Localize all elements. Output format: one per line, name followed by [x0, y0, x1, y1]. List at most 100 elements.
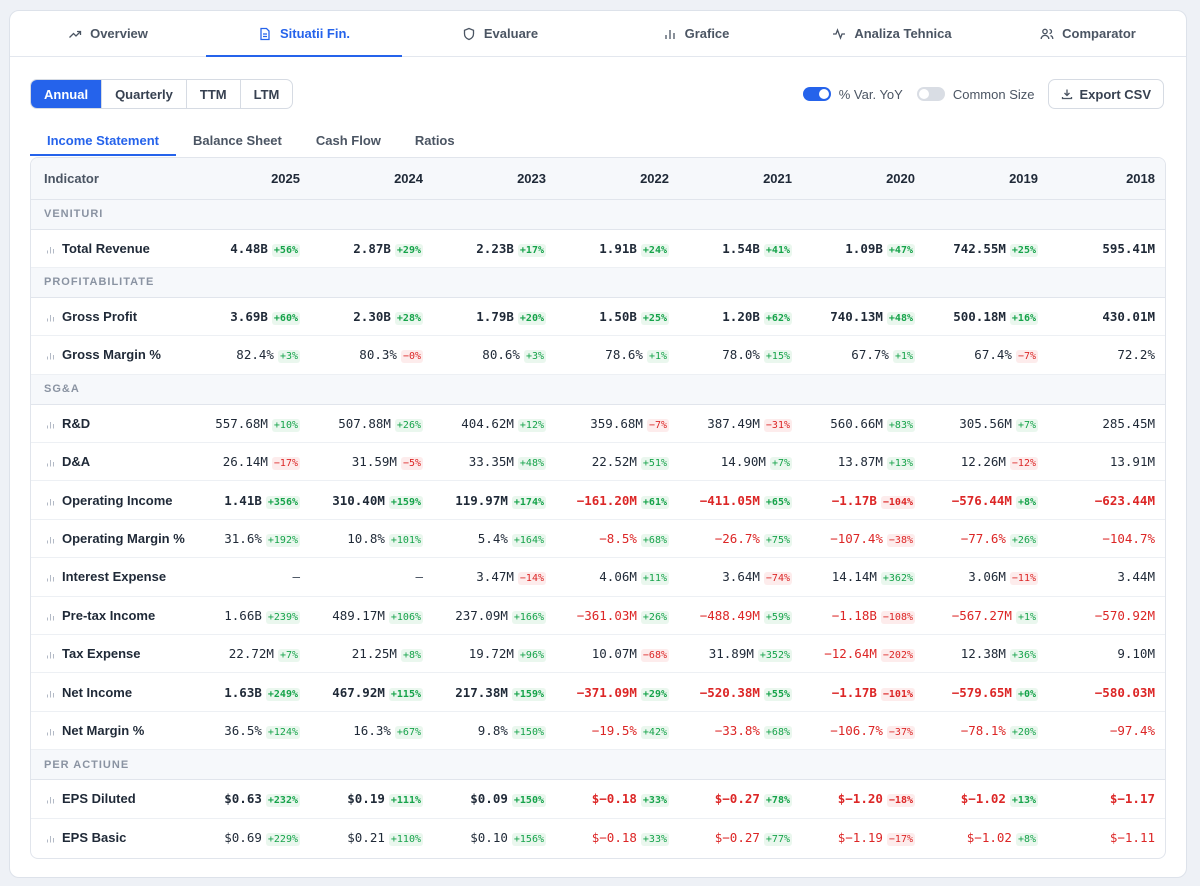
- mini-chart-icon[interactable]: [46, 573, 55, 582]
- common-size-toggle[interactable]: Common Size: [916, 87, 1034, 102]
- value-cell: −104.7%: [1050, 519, 1165, 559]
- nav-tab-grafice[interactable]: Grafice: [598, 11, 794, 56]
- nav-tab-comparator[interactable]: Comparator: [990, 11, 1186, 56]
- table-row[interactable]: EPS Diluted $0.63 +232% $0.19 +111% $0.09 +150…: [31, 779, 1165, 819]
- nav-tab-evaluare[interactable]: Evaluare: [402, 11, 598, 56]
- table-row[interactable]: Operating Margin % 31.6% +192% 10.8% +101% 5.…: [31, 519, 1165, 559]
- value-cell: 72.2%: [1050, 335, 1165, 375]
- table-row[interactable]: Net Income 1.63B +249% 467.92M +115% 217.38M +…: [31, 672, 1165, 712]
- cell-value: 26.14M: [222, 454, 268, 470]
- value-cell: 507.88M +26%: [312, 404, 435, 444]
- year-header: 2022: [558, 158, 681, 200]
- table-row[interactable]: Net Margin % 36.5% +124% 16.3% +67% 9.8% +150%…: [31, 711, 1165, 751]
- mini-chart-icon[interactable]: [46, 420, 55, 429]
- yoy-toggle[interactable]: % Var. YoY: [802, 87, 903, 102]
- value-cell: 13.87M +13%: [804, 442, 927, 482]
- table-row[interactable]: Gross Margin % 82.4% +3% 80.3% −0% 80.6% +3% 78…: [31, 335, 1165, 375]
- value-cell: −106.7% −37%: [804, 711, 927, 751]
- cell-value: −488.49M: [699, 607, 760, 623]
- subtab-cash-flow[interactable]: Cash Flow: [315, 133, 381, 148]
- value-cell: 67.4% −7%: [927, 335, 1050, 375]
- cell-value: $−1.11: [1109, 830, 1155, 846]
- financials-card: Overview Situatii Fin. Evaluare Grafice Anal…: [9, 10, 1187, 878]
- nav-tab-situatii-fin[interactable]: Situatii Fin.: [206, 11, 402, 57]
- value-cell: 740.13M +48%: [804, 297, 927, 337]
- indicator-cell: R&D: [31, 404, 189, 444]
- period-annual-button[interactable]: Annual: [31, 80, 102, 108]
- nav-tab-overview[interactable]: Overview: [10, 11, 206, 56]
- period-quarterly-button[interactable]: Quarterly: [101, 80, 186, 108]
- export-csv-button[interactable]: Export CSV: [1048, 79, 1164, 109]
- cell-value: 742.55M: [953, 240, 1006, 256]
- value-cell: −19.5% +42%: [558, 711, 681, 751]
- table-row[interactable]: Tax Expense 22.72M +7% 21.25M +8% 19.72M +96% 1…: [31, 634, 1165, 674]
- table-row[interactable]: Total Revenue 4.48B +56% 2.87B +29% 2.23B +17%…: [31, 229, 1165, 268]
- cell-value: 2.23B: [476, 240, 514, 256]
- value-cell: 310.40M +159%: [312, 480, 435, 520]
- value-cell: 1.54B +41%: [681, 229, 804, 268]
- mini-chart-icon[interactable]: [46, 689, 55, 698]
- table-row[interactable]: Operating Income 1.41B +356% 310.40M +159% 11…: [31, 480, 1165, 520]
- mini-chart-icon[interactable]: [46, 351, 55, 360]
- value-cell: 36.5% +124%: [189, 711, 312, 751]
- yoy-change-badge: −31%: [763, 418, 792, 432]
- cell-value: 72.2%: [1117, 347, 1155, 363]
- yoy-change-badge: +28%: [394, 312, 423, 326]
- cell-value: —: [415, 569, 423, 585]
- common-size-switch[interactable]: [916, 87, 945, 101]
- indicator-cell: Net Income: [31, 672, 189, 712]
- table-row[interactable]: D&A 26.14M −17% 31.59M −5% 33.35M +48% 22.52M +5…: [31, 442, 1165, 482]
- subtab-income-statement[interactable]: Income Statement: [30, 125, 176, 156]
- table-row[interactable]: Pre-tax Income 1.66B +239% 489.17M +106% 237.…: [31, 596, 1165, 636]
- mini-chart-icon[interactable]: [46, 650, 55, 659]
- value-cell: 2.23B +17%: [435, 229, 558, 268]
- table-row[interactable]: Gross Profit 3.69B +60% 2.30B +28% 1.79B +20% 1…: [31, 297, 1165, 337]
- value-cell: 404.62M +12%: [435, 404, 558, 444]
- mini-chart-icon[interactable]: [46, 497, 55, 506]
- value-cell: 557.68M +10%: [189, 404, 312, 444]
- nav-tab-analiza-tehnica[interactable]: Analiza Tehnica: [794, 11, 990, 56]
- subtab-ratios[interactable]: Ratios: [414, 133, 455, 148]
- value-cell: $−0.18 +33%: [558, 779, 681, 819]
- indicator-name: Operating Income: [62, 492, 173, 508]
- mini-chart-icon[interactable]: [46, 458, 55, 467]
- mini-chart-icon[interactable]: [46, 245, 55, 254]
- period-ttm-button[interactable]: TTM: [185, 80, 240, 108]
- cell-value: 285.45M: [1102, 415, 1155, 431]
- yoy-change-badge: +36%: [1009, 649, 1038, 663]
- table-row[interactable]: EPS Basic $0.69 +229% $0.21 +110% $0.10 +156% $…: [31, 818, 1165, 856]
- section-row: VENITURI: [31, 198, 1165, 230]
- value-cell: 217.38M +159%: [435, 672, 558, 712]
- section-title: PROFITABILITATE: [31, 266, 1165, 298]
- mini-chart-icon[interactable]: [46, 612, 55, 621]
- value-cell: $−0.27 +78%: [681, 779, 804, 819]
- nav-tab-label: Situatii Fin.: [279, 26, 351, 41]
- mini-chart-icon[interactable]: [46, 795, 55, 804]
- yoy-change-badge: +239%: [265, 610, 300, 624]
- value-cell: $−1.02 +13%: [927, 779, 1050, 819]
- table-row[interactable]: R&D 557.68M +10% 507.88M +26% 404.62M +12% 359.…: [31, 404, 1165, 444]
- income-statement-table: Indicator 2025 2024 2023 2022 2021 2020 2019 20…: [30, 157, 1166, 859]
- indicator-name: Net Margin %: [62, 722, 145, 738]
- mini-chart-icon[interactable]: [46, 834, 55, 843]
- yoy-change-badge: +83%: [886, 418, 915, 432]
- yoy-change-badge: +106%: [388, 610, 423, 624]
- subtab-balance-sheet[interactable]: Balance Sheet: [192, 133, 282, 148]
- value-cell: 1.09B +47%: [804, 229, 927, 268]
- cell-value: 14.90M: [720, 454, 766, 470]
- yoy-change-badge: +29%: [640, 687, 669, 701]
- value-cell: −33.8% +68%: [681, 711, 804, 751]
- value-cell: 31.6% +192%: [189, 519, 312, 559]
- section-row: PER ACTIUNE: [31, 749, 1165, 781]
- value-cell: 10.07M −68%: [558, 634, 681, 674]
- value-cell: −579.65M +0%: [927, 672, 1050, 712]
- cell-value: −1.17B: [831, 684, 877, 700]
- yoy-change-badge: −101%: [880, 687, 915, 701]
- period-ltm-button[interactable]: LTM: [239, 80, 293, 108]
- mini-chart-icon[interactable]: [46, 535, 55, 544]
- mini-chart-icon[interactable]: [46, 727, 55, 736]
- indicator-name: Gross Profit: [62, 309, 138, 325]
- yoy-switch[interactable]: [802, 87, 831, 101]
- table-row[interactable]: Interest Expense — —3.47M −14% 4.06M +11% 3.64…: [31, 557, 1165, 597]
- mini-chart-icon[interactable]: [46, 313, 55, 322]
